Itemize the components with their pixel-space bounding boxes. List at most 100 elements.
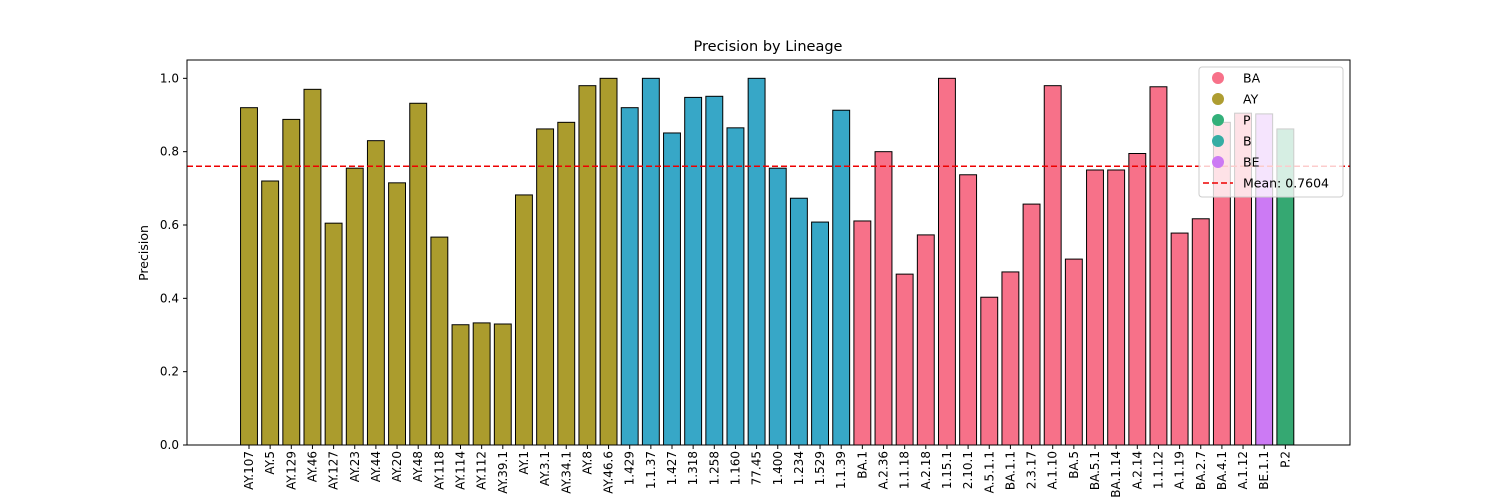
legend-label-B: B <box>1243 134 1252 149</box>
bar-BA.1.14 <box>1107 169 1126 446</box>
bars-layer <box>240 77 1295 446</box>
x-tick-label: 1.429 <box>623 451 637 485</box>
bar-1.1.39 <box>832 109 851 446</box>
y-tick-label: 0.0 <box>160 438 179 452</box>
bar-1.1.18 <box>895 273 914 446</box>
x-tick-label: AY.48 <box>411 451 425 482</box>
bar-1.318 <box>684 96 703 446</box>
bar-1.160 <box>726 127 745 446</box>
bar-AY.44 <box>366 140 385 446</box>
x-tick-label: AY.46.6 <box>602 451 616 494</box>
x-tick-label: AY.107 <box>242 451 256 490</box>
y-axis: 0.0 0.2 0.4 0.6 0.8 1.0 <box>160 71 187 452</box>
x-tick-label: 1.1.39 <box>834 451 848 489</box>
bar-A.2.36 <box>874 151 893 446</box>
x-tick-label: A.1.10 <box>1046 451 1060 490</box>
legend-marker-P <box>1212 114 1224 126</box>
legend-label-mean: Mean: 0.7604 <box>1243 176 1329 191</box>
x-tick-label: 2.10.1 <box>961 451 975 489</box>
bar-AY.107 <box>240 107 258 446</box>
x-tick-label: 77.45 <box>750 451 764 485</box>
bar-AY.114 <box>451 324 470 446</box>
legend-label-AY: AY <box>1243 92 1259 107</box>
x-tick-label: 1.529 <box>813 451 827 485</box>
y-tick-label: 0.4 <box>160 291 179 305</box>
legend: BA AY PB BE Mean: 0.7604 <box>1198 66 1344 198</box>
bar-1.400 <box>768 167 787 446</box>
x-tick-label: BA.1 <box>855 451 869 479</box>
chart-title: Precision by Lineage <box>694 39 843 55</box>
bar-1.427 <box>663 132 681 446</box>
x-tick-label: AY.8 <box>580 451 594 475</box>
bar-BA.5.1 <box>1086 169 1104 446</box>
bar-BA.1.1 <box>1001 271 1020 446</box>
plot-frame <box>186 59 1351 446</box>
bar-1.15.1 <box>938 77 956 446</box>
bar-1.429 <box>620 107 639 446</box>
bar-1.234 <box>789 197 808 446</box>
x-tick-label: A.1.12 <box>1236 451 1250 490</box>
bar-AY.48 <box>409 102 428 446</box>
x-tick-label: BE.1.1 <box>1257 451 1271 490</box>
x-tick-label: AY.44 <box>369 451 383 482</box>
x-tick-label: AY.127 <box>327 451 341 490</box>
bar-AY.5 <box>261 180 280 446</box>
bar-1.1.12 <box>1149 86 1168 446</box>
bar-AY.112 <box>472 322 491 446</box>
bar-BA.5 <box>1064 258 1083 446</box>
legend-marker-BA <box>1212 72 1224 84</box>
x-tick-label: 2.3.17 <box>1025 451 1039 489</box>
x-tick-label: 1.400 <box>771 451 785 485</box>
bar-77.45 <box>747 77 766 446</box>
x-tick-label: 1.1.12 <box>1151 451 1165 489</box>
x-tick-label: BA.2.7 <box>1194 451 1208 490</box>
x-tick-label: 1.15.1 <box>940 451 954 489</box>
x-tick-label: A.2.14 <box>1130 451 1144 490</box>
x-tick-label: P.2 <box>1278 451 1292 468</box>
x-tick-label: 1.234 <box>792 451 806 485</box>
legend-marker-B <box>1212 135 1224 147</box>
x-tick-label: AY.112 <box>475 451 489 490</box>
y-tick-label: 0.2 <box>160 365 179 379</box>
bar-AY.20 <box>388 182 407 446</box>
y-tick-label: 1.0 <box>160 71 179 85</box>
bar-2.3.17 <box>1022 203 1041 446</box>
x-tick-label: AY.118 <box>432 451 446 490</box>
bar-A.2.18 <box>916 234 935 446</box>
bar-A.1.10 <box>1043 85 1062 446</box>
x-tick-label: A.5.1.1 <box>982 451 996 493</box>
x-tick-label: AY.20 <box>390 451 404 482</box>
x-tick-label: BA.1.14 <box>1109 451 1123 498</box>
y-axis-label: Precision <box>136 225 151 281</box>
x-tick-label: 1.258 <box>707 451 721 485</box>
bar-A.1.19 <box>1170 232 1189 446</box>
bar-AY.127 <box>324 222 343 446</box>
x-tick-label: 1.1.37 <box>644 451 658 489</box>
bar-AY.118 <box>430 236 449 446</box>
x-tick-label: 1.318 <box>686 451 700 485</box>
bar-2.10.1 <box>959 174 978 446</box>
bar-AY.46.6 <box>599 77 618 446</box>
x-tick-label: AY.46 <box>305 451 319 482</box>
x-tick-label: BA.5 <box>1067 451 1081 479</box>
bar-BA.2.7 <box>1191 218 1210 446</box>
x-tick-label: 1.1.18 <box>898 451 912 489</box>
bar-AY.23 <box>345 167 364 446</box>
bar-1.1.37 <box>641 77 660 446</box>
x-tick-label: AY.5 <box>263 451 277 475</box>
x-tick-label: 1.160 <box>728 451 742 485</box>
y-tick-label: 0.8 <box>160 145 179 159</box>
x-tick-label: 1.427 <box>665 451 679 485</box>
bar-AY.8 <box>578 85 597 446</box>
bar-1.529 <box>811 221 829 446</box>
bar-AY.129 <box>282 118 301 446</box>
x-tick-label: BA.5.1 <box>1088 451 1102 490</box>
legend-marker-AY <box>1212 93 1224 105</box>
x-tick-label: AY.3.1 <box>538 451 552 486</box>
legend-label-P: P <box>1243 113 1251 128</box>
x-tick-label: AY.1 <box>517 451 531 475</box>
legend-label-BE: BE <box>1243 155 1260 170</box>
bar-AY.1 <box>515 194 533 446</box>
bar-AY.34.1 <box>557 121 576 446</box>
